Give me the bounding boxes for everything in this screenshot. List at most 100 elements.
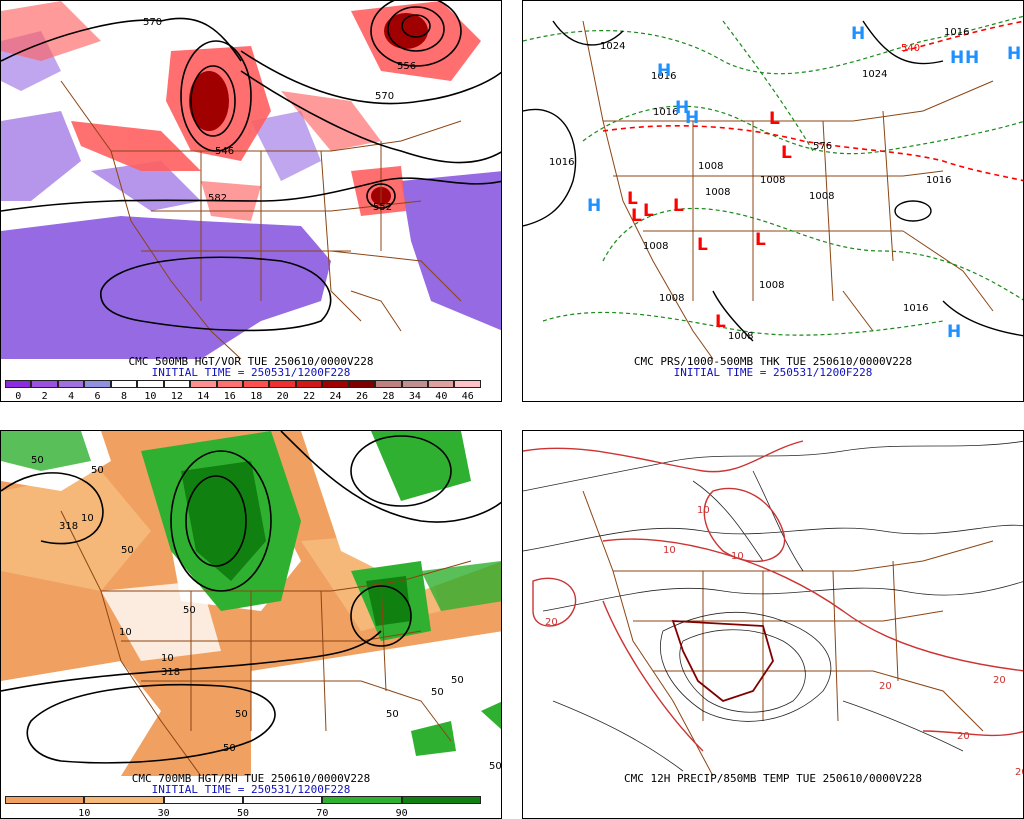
svg-text:1008: 1008 (728, 331, 753, 342)
svg-text:20: 20 (1015, 767, 1024, 776)
initial-time: INITIAL TIME = 250531/1200F228 (673, 366, 873, 379)
vorticity-max-cores (189, 13, 428, 205)
svg-text:10: 10 (697, 505, 710, 516)
map-boundaries (582, 490, 994, 776)
svg-text:H: H (675, 98, 689, 118)
colorbar-cell (5, 796, 85, 804)
initial-time: INITIAL TIME = 250531/1200F228 (151, 783, 351, 796)
svg-text:50: 50 (91, 465, 104, 476)
negative-vorticity-areas (1, 31, 501, 359)
colorbar-label: 18 (250, 391, 263, 402)
svg-text:582: 582 (208, 193, 227, 204)
vorticity-colorbar-labels: 0 2 4 6 8 10 12 14 16 18 20 22 24 26 28 34 40 46 (5, 391, 483, 402)
colorbar-cell (242, 796, 323, 804)
panel-700mb-rh: 50 50 50 10 318 10 50 50 50 10 318 50 50… (0, 430, 502, 819)
svg-text:10: 10 (81, 513, 94, 524)
svg-text:20: 20 (993, 675, 1006, 686)
colorbar-cell (269, 380, 296, 388)
svg-text:576: 576 (813, 141, 832, 152)
svg-text:L: L (631, 206, 642, 226)
svg-text:L: L (755, 230, 766, 250)
colorbar-label: 46 (461, 391, 474, 402)
700mb-height-contours (1, 431, 501, 764)
colorbar-cell (163, 380, 191, 388)
colorbar-cell (401, 380, 428, 388)
svg-text:50: 50 (431, 687, 444, 698)
height-contours (1, 1, 501, 332)
svg-text:L: L (673, 196, 684, 216)
colorbar-label: 16 (223, 391, 236, 402)
svg-text:570: 570 (375, 91, 394, 102)
svg-text:H: H (947, 322, 961, 342)
svg-text:H: H (950, 48, 964, 68)
map-precip-850mb-temp: 20 10 20 20 20 20 10 10 (523, 440, 1024, 776)
colorbar-cell (454, 380, 481, 388)
colorbar-label: 28 (382, 391, 395, 402)
rh-contour-labels: 50 50 50 10 318 10 50 50 50 10 318 50 50… (31, 455, 501, 772)
svg-text:50: 50 (223, 743, 236, 754)
svg-text:1008: 1008 (659, 293, 684, 304)
svg-text:1008: 1008 (809, 191, 834, 202)
svg-text:L: L (643, 201, 654, 221)
panel-title: CMC 700MB HGT/RH TUE 250610/0000V228 (131, 772, 371, 785)
hot-temp-contour (671, 620, 774, 703)
svg-text:50: 50 (31, 455, 44, 466)
svg-text:1008: 1008 (760, 175, 785, 186)
colorbar-cell (428, 380, 455, 388)
warm-temp-contours (523, 440, 1023, 752)
svg-text:546: 546 (215, 146, 234, 157)
svg-text:1016: 1016 (549, 157, 574, 168)
svg-text:540: 540 (901, 43, 920, 54)
svg-text:50: 50 (183, 605, 196, 616)
colorbar-cell (348, 380, 376, 388)
map-700mb-rh: 50 50 50 10 318 10 50 50 50 10 318 50 50… (1, 431, 501, 776)
540-thickness-line (602, 20, 1023, 182)
svg-text:H: H (657, 61, 671, 81)
svg-text:1016: 1016 (903, 303, 928, 314)
map-boundaries (60, 510, 472, 776)
svg-text:318: 318 (161, 667, 180, 678)
very-moist-areas (181, 461, 411, 626)
svg-text:10: 10 (119, 627, 132, 638)
map-boundaries (60, 80, 462, 359)
colorbar-label: 2 (41, 391, 48, 402)
colorbar-label: 8 (120, 391, 128, 402)
initial-time: INITIAL TIME = 250531/1200F228 (151, 366, 351, 379)
map-500mb-vorticity: 570 556 570 546 582 552 (1, 1, 501, 359)
svg-text:10: 10 (161, 653, 174, 664)
height-contour-labels: 570 556 570 546 582 552 (143, 17, 416, 213)
panel-title: CMC 500MB HGT/VOR TUE 250610/0000V228 (128, 355, 374, 368)
colorbar-cell (216, 380, 243, 388)
colorbar-cell (401, 796, 481, 804)
svg-text:L: L (781, 143, 792, 163)
isobars (523, 20, 1023, 342)
colorbar-cell (110, 380, 138, 388)
svg-text:H: H (1007, 44, 1021, 64)
map-pressure-thickness: 1024 1016 1016 1008 1024 1016 1008 1008 … (523, 15, 1023, 359)
vorticity-colorbar (5, 380, 481, 388)
colorbar-label: 10 (144, 391, 157, 402)
panel-500mb-vorticity: 570 556 570 546 582 552 CMC 500MB HGT/VO… (0, 0, 502, 402)
temp-contour-labels: 20 10 20 20 20 20 10 10 (545, 505, 1024, 776)
colorbar-cell (84, 796, 164, 804)
colorbar-cell (5, 380, 32, 388)
svg-text:50: 50 (235, 709, 248, 720)
colorbar-cell (242, 380, 270, 388)
svg-text:H: H (587, 196, 601, 216)
svg-text:L: L (697, 235, 708, 255)
colorbar-label: 70 (316, 808, 329, 819)
svg-text:50: 50 (121, 545, 134, 556)
svg-text:1008: 1008 (759, 280, 784, 291)
svg-text:318: 318 (59, 521, 78, 532)
high-pressure-markers: H H H H H H H H H (587, 24, 1021, 342)
svg-text:20: 20 (545, 617, 558, 628)
colorbar-label: 40 (435, 391, 448, 402)
map-boundaries (582, 20, 994, 359)
colorbar-cell (322, 796, 402, 804)
svg-text:10: 10 (731, 551, 744, 562)
svg-text:1016: 1016 (926, 175, 951, 186)
low-pressure-markers: L L L L L L L L L (627, 109, 792, 332)
panel-pressure-thickness: 1024 1016 1016 1008 1024 1016 1008 1008 … (522, 0, 1024, 402)
rh-colorbar (5, 796, 481, 804)
colorbar-label: 22 (303, 391, 316, 402)
